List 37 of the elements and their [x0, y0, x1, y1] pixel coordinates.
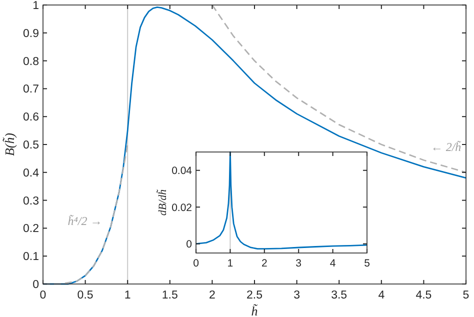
- x-tick-label: 0.5: [77, 290, 94, 302]
- y-tick-label: 0: [186, 238, 192, 250]
- y-tick-label: 0.9: [23, 28, 39, 40]
- annotation: h̃⁴/2 →: [68, 214, 102, 228]
- annotation: ← 2/h̃: [430, 140, 462, 154]
- y-tick-label: 0.2: [23, 223, 39, 236]
- y-tick-label: 0.04: [172, 165, 192, 178]
- x-tick-label: 5: [462, 290, 470, 302]
- x-tick-label: 1: [227, 258, 234, 270]
- x-tick-label: 1.5: [162, 290, 178, 302]
- y-tick-label: 0.3: [23, 195, 39, 208]
- y-tick-label: 0.5: [23, 140, 39, 152]
- x-tick-label: 3: [294, 290, 300, 302]
- line-series: [212, 4, 467, 174]
- x-axis-title: h̃: [251, 304, 259, 317]
- x-tick-label: 4.5: [416, 290, 432, 302]
- y-tick-label: 0.4: [23, 167, 40, 180]
- x-tick-label: 4: [378, 290, 386, 302]
- line-series: [42, 6, 467, 285]
- y-tick-label: 0.1: [23, 251, 39, 264]
- y-axis-title: dB/dh̃: [156, 188, 169, 216]
- y-tick-label: 0.6: [23, 112, 39, 124]
- x-tick-label: 3: [296, 258, 302, 270]
- x-tick-label: 4: [330, 258, 336, 270]
- x-tick-label: 2: [208, 290, 216, 302]
- y-tick-label: 0.8: [23, 56, 39, 68]
- x-tick-label: 5: [364, 258, 370, 270]
- y-axis-title: B(h̃): [2, 132, 17, 156]
- x-tick-label: 1: [124, 290, 131, 302]
- x-tick-label: 3.5: [331, 290, 348, 302]
- y-tick-label: 0.7: [23, 84, 39, 96]
- x-tick-label: 2.5: [246, 290, 262, 302]
- y-tick-label: 0.02: [172, 202, 192, 214]
- y-tick-label: 0: [32, 279, 39, 292]
- y-tick-label: 1: [32, 0, 39, 12]
- x-tick-label: 2: [261, 258, 268, 270]
- line-series: [195, 151, 368, 250]
